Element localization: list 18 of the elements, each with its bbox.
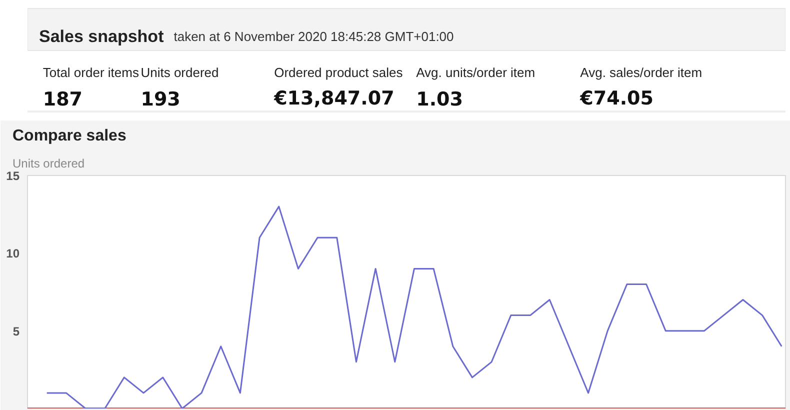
text: Avg. units/order item — [416, 65, 536, 80]
y-tick-label: 15 — [6, 169, 20, 183]
chart-title: Compare sales — [12, 128, 126, 144]
text: 1.03 — [416, 88, 463, 110]
text: €74.05 — [579, 88, 654, 110]
line-series — [46, 206, 782, 408]
y-tick-label: 10 — [6, 246, 20, 261]
text: Avg. sales/order item — [580, 65, 702, 80]
text: Total order items — [42, 65, 140, 80]
text: Sales snapshot — [39, 27, 164, 46]
text: taken at 6 November 2020 18:45:28 GMT+01:00 — [174, 29, 454, 44]
text: €13,847.07 — [273, 88, 394, 110]
text: Ordered product sales — [274, 65, 404, 80]
y-axis-title: Units ordered — [12, 156, 85, 170]
text: 187 — [42, 88, 83, 110]
text: Units ordered — [140, 65, 219, 80]
text: 193 — [140, 88, 180, 110]
y-tick-label: 5 — [12, 324, 20, 338]
